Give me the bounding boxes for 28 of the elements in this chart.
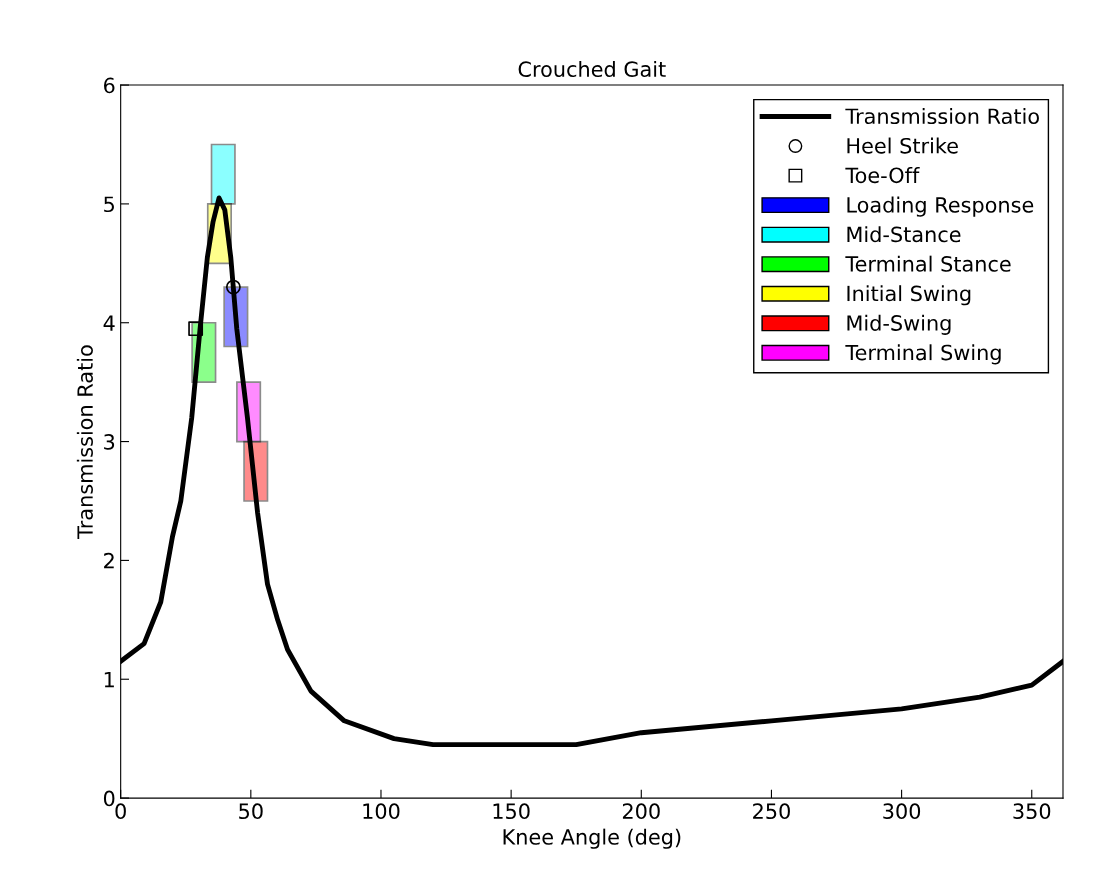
chart-title: Crouched Gait xyxy=(518,60,666,78)
legend-label: Toe-Off xyxy=(845,167,920,184)
x-tick-label: 250 xyxy=(753,803,790,820)
x-tick-label: 200 xyxy=(622,803,660,820)
x-tick-label: 150 xyxy=(493,803,530,820)
x-tick-label: 300 xyxy=(883,803,921,820)
x-tick-label: 100 xyxy=(363,803,400,820)
legend-label: Mid-Swing xyxy=(847,314,951,335)
y-tick-label: 5 xyxy=(104,196,114,213)
y-tick-label: 0 xyxy=(103,790,115,807)
x-tick-label: 50 xyxy=(239,803,263,820)
y-axis-title: Transmission Ratio xyxy=(76,345,93,539)
legend-label: Initial Swing xyxy=(847,285,971,306)
y-tick-label: 1 xyxy=(104,671,114,688)
y-tick-label: 6 xyxy=(104,77,115,94)
bar xyxy=(210,143,236,205)
legend-label: Transmission Ratio xyxy=(845,107,1039,125)
x-tick-label: 0 xyxy=(115,803,126,820)
legend-label: Loading Response xyxy=(847,196,1034,217)
x-axis-title: Knee Angle (deg) xyxy=(503,828,681,849)
y-tick-label: 4 xyxy=(103,315,115,331)
x-tick-label: 350 xyxy=(1013,803,1051,820)
legend-label: Terminal Swing xyxy=(845,344,1001,365)
y-tick-label: 3 xyxy=(104,434,115,450)
legend-label: Mid-Stance xyxy=(847,226,961,243)
legend-label: Terminal Stance xyxy=(845,255,1011,272)
legend-label: Heel Strike xyxy=(847,137,958,154)
y-tick-label: 2 xyxy=(104,552,114,569)
